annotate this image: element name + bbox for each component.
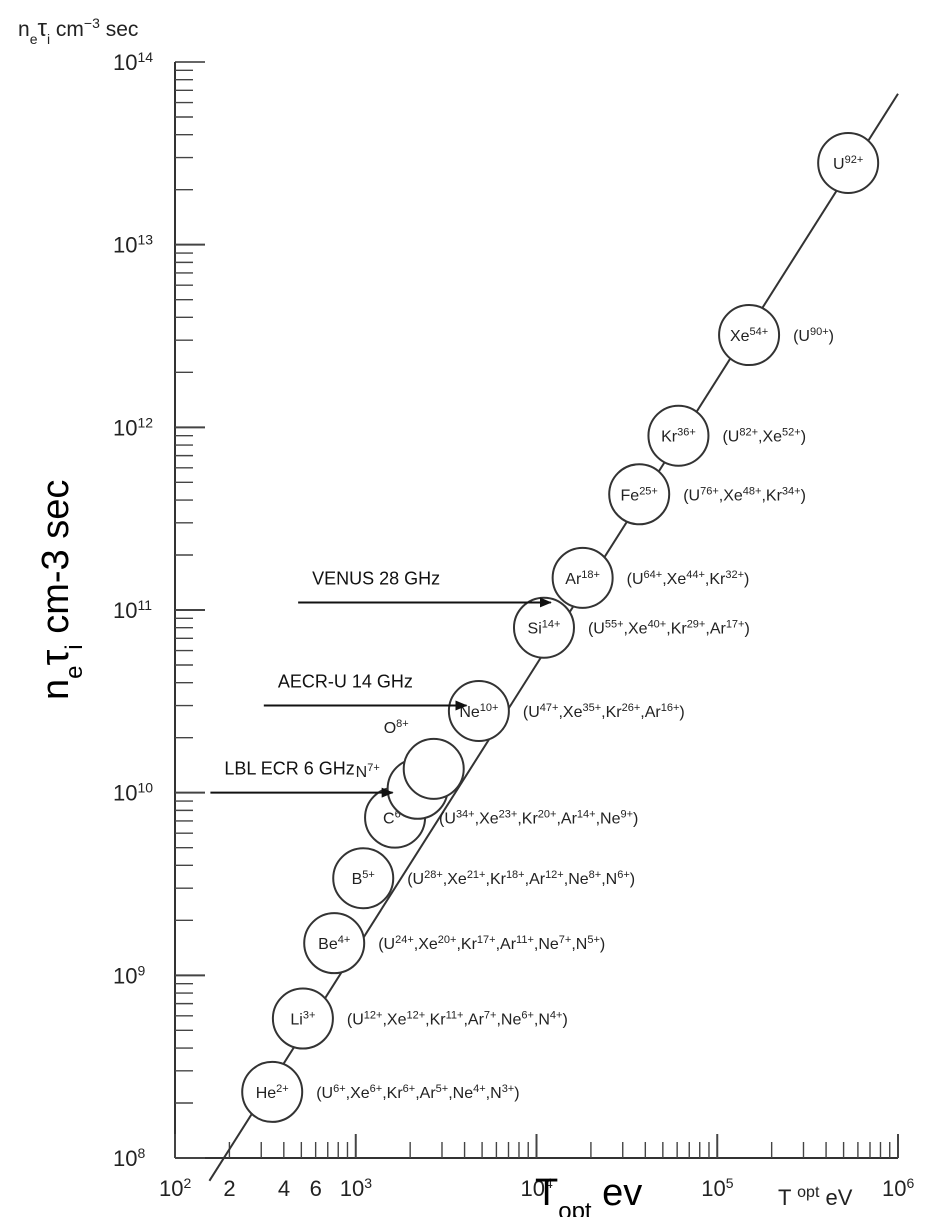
y-tick-label: 1014	[113, 49, 153, 75]
ion-circle	[647, 404, 710, 467]
annotation-label: VENUS 28 GHz	[312, 568, 440, 588]
ion-circle	[447, 679, 510, 742]
ion-equivalents: (U6+,Xe6+,Kr6+,Ar5+,Ne4+,N3+)	[316, 1083, 519, 1102]
x-tick-label: 103	[340, 1175, 372, 1201]
y-tick-label: 1012	[113, 414, 153, 440]
annotation-label: LBL ECR 6 GHz	[224, 759, 354, 779]
ion-circle	[332, 847, 395, 910]
annotation-label: AECR-U 14 GHz	[278, 672, 413, 692]
ion-circle	[551, 546, 614, 609]
ion-circle	[402, 737, 465, 800]
x-tick-label: 102	[159, 1175, 191, 1201]
ion-label: O8+	[384, 718, 409, 737]
ion-label: B5+	[352, 869, 375, 888]
ion-equivalents: (U76+,Xe48+,Kr34+)	[683, 485, 806, 504]
ion-equivalents: (U55+,Xe40+,Kr29+,Ar17+)	[588, 619, 750, 638]
x-tick-label: 6	[310, 1176, 322, 1201]
ion-equivalents: (U34+,Xe23+,Kr20+,Ar14+,Ne9+)	[439, 809, 638, 828]
ion-label: Ar18+	[565, 569, 600, 588]
ion-label: Fe25+	[621, 485, 658, 504]
ion-label: Li3+	[290, 1010, 315, 1029]
ion-equivalents: (U90+)	[793, 326, 834, 345]
ion-label: He2+	[256, 1083, 289, 1102]
ion-equivalents: (U24+,Xe20+,Kr17+,Ar11+,Ne7+,N5+)	[378, 934, 605, 953]
top-axis-label: neτi cm−3 sec	[18, 15, 138, 47]
ion-circle	[303, 912, 366, 975]
y-axis-label: neτi cm-3 sec	[33, 480, 88, 700]
ion-equivalents: (U28+,Xe21+,Kr18+,Ar12+,Ne8+,N6+)	[407, 869, 635, 888]
ion-label: U92+	[833, 154, 863, 173]
ion-label: Kr36+	[661, 427, 696, 446]
ion-label: Be4+	[318, 934, 350, 953]
ion-label: N7+	[356, 762, 380, 781]
y-tick-label: 1013	[113, 232, 153, 258]
ion-circle	[718, 304, 781, 367]
x-tick-label: 105	[701, 1175, 733, 1201]
x-tick-label: 106	[882, 1175, 914, 1201]
ion-equivalents: (U64+,Xe44+,Kr32+)	[627, 569, 750, 588]
x-tick-label: 2	[223, 1176, 235, 1201]
ion-circle	[817, 131, 880, 194]
ion-circle	[241, 1060, 304, 1123]
y-tick-label: 1010	[113, 780, 153, 806]
x-axis-label: Topt ev	[535, 1172, 642, 1217]
y-tick-label: 1011	[113, 597, 152, 623]
ion-label: Xe54+	[730, 326, 768, 345]
ion-equivalents: (U82+,Xe52+)	[722, 427, 806, 446]
ion-circle	[608, 463, 671, 526]
ion-circle	[271, 987, 334, 1050]
x-tick-label: 4	[278, 1176, 290, 1201]
x-tick-label: 104	[521, 1175, 553, 1201]
ion-label: Si14+	[528, 619, 561, 638]
y-tick-label: 109	[113, 962, 145, 988]
ion-equivalents: (U12+,Xe12+,Kr11+,Ar7+,Ne6+,N4+)	[347, 1010, 568, 1029]
y-tick-label: 108	[113, 1145, 145, 1171]
x-axis-label-small: T opt eV	[778, 1184, 853, 1211]
ion-equivalents: (U47+,Xe35+,Kr26+,Ar16+)	[523, 702, 685, 721]
